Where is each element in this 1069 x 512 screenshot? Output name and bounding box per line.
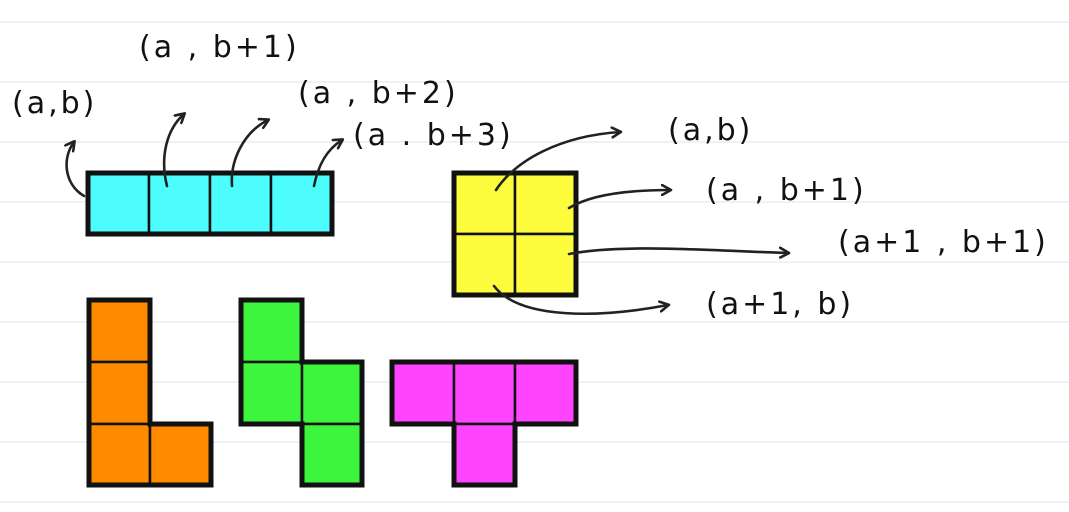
- l-cell-2: [87, 360, 152, 426]
- label-i-a-b3: (a . b+3): [353, 118, 514, 153]
- l-cell-3: [87, 422, 152, 487]
- i-tetromino: [85, 170, 335, 237]
- label-i-a-b1: (a , b+1): [139, 30, 300, 65]
- s-outline: [238, 297, 365, 488]
- label-o-a1-b: (a+1, b): [706, 287, 854, 322]
- s-tetromino: [238, 297, 365, 488]
- arrow-i-a-b: [67, 142, 86, 198]
- t-cell-2: [452, 360, 517, 426]
- t-cell-1: [390, 360, 456, 426]
- s-cell-1: [239, 298, 304, 364]
- o-cell-1: [452, 171, 517, 236]
- label-o-a-b: (a,b): [668, 113, 753, 148]
- arrow-o-a1-b1: [567, 248, 788, 254]
- o-cell-3: [452, 232, 517, 297]
- o-cell-4: [513, 232, 578, 297]
- i-cell-1: [86, 171, 151, 236]
- s-cell-2: [239, 360, 304, 426]
- label-i-a-b2: (a , b+2): [298, 76, 459, 111]
- arrow-i-a-b2: [230, 120, 268, 188]
- label-o-a-b1: (a , b+1): [706, 173, 867, 208]
- arrow-o-a1-b: [492, 284, 668, 315]
- arrow-i-a-b3: [312, 140, 342, 188]
- label-i-a-b: (a,b): [12, 86, 97, 121]
- l-tetromino: [86, 297, 214, 488]
- arrow-o-a-b1: [567, 190, 670, 210]
- o-tetromino: [451, 170, 579, 298]
- i-cell-4: [269, 171, 334, 236]
- label-o-a1-b1: (a+1 , b+1): [838, 225, 1049, 260]
- i-cell-3: [208, 171, 273, 236]
- t-cell-4: [452, 422, 517, 487]
- i-outline: [85, 170, 335, 237]
- o-cell-2: [513, 171, 578, 236]
- t-tetromino: [389, 359, 579, 488]
- t-cell-3: [513, 360, 578, 426]
- i-cell-2: [147, 171, 212, 236]
- t-outline: [389, 359, 579, 488]
- s-cell-4: [300, 422, 364, 487]
- l-cell-1: [87, 298, 152, 364]
- l-outline: [86, 297, 214, 488]
- arrow-o-a-b: [494, 132, 620, 192]
- l-cell-4: [148, 422, 213, 487]
- s-cell-3: [300, 360, 364, 426]
- o-outline: [451, 170, 579, 298]
- arrow-i-a-b1: [162, 114, 184, 188]
